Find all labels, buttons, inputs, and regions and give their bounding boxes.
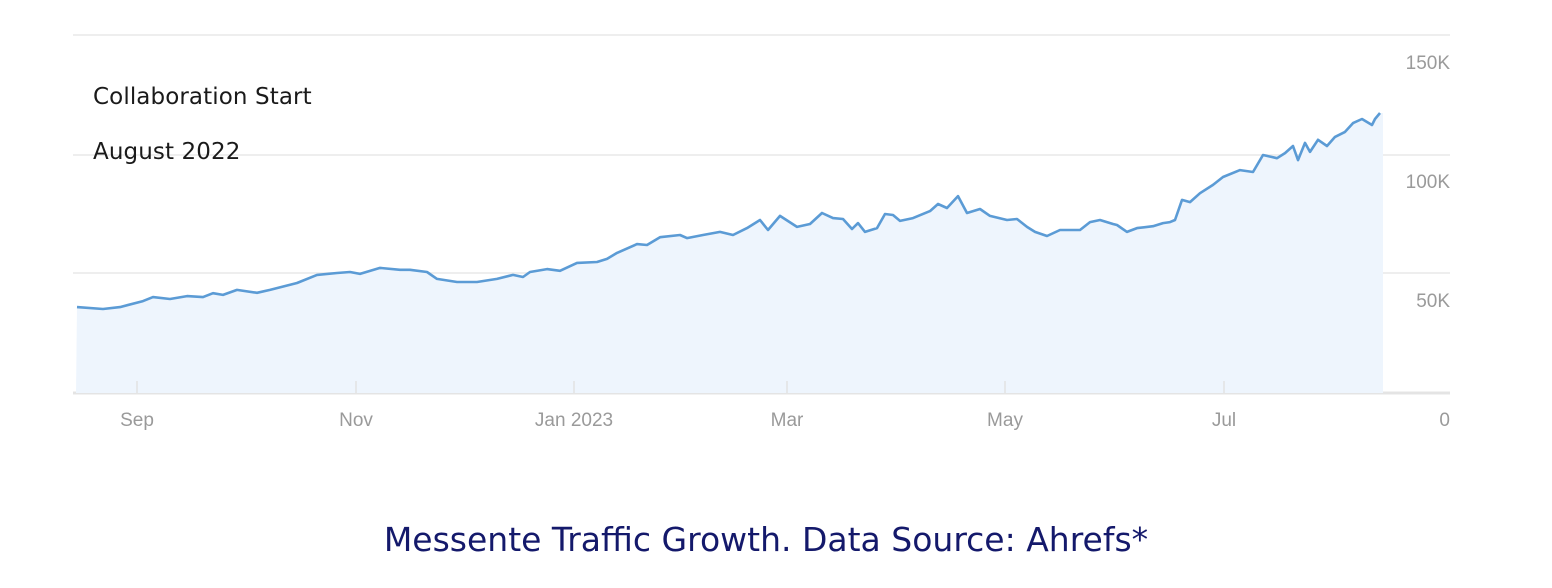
traffic-chart: Sep Nov Jan 2023 Mar May Jul 150K 100K 50K 0 — [73, 34, 1451, 431]
y-tick-label: 150K — [1406, 53, 1451, 74]
y-axis: 150K 100K 50K 0 — [1406, 53, 1451, 431]
x-tick-label: Nov — [339, 410, 373, 431]
y-tick-label: 100K — [1406, 172, 1451, 193]
y-tick-label: 0 — [1439, 410, 1450, 431]
traffic-area-fill — [76, 113, 1383, 393]
x-tick-label: Sep — [120, 410, 154, 431]
x-tick-label: Mar — [771, 410, 804, 431]
annotation-collaboration-start: Collaboration Start — [93, 84, 312, 110]
traffic-line — [76, 112, 1381, 311]
x-tick-label: Jul — [1212, 410, 1236, 431]
x-tick-label: May — [987, 410, 1023, 431]
x-axis: Sep Nov Jan 2023 Mar May Jul — [120, 381, 1236, 431]
y-tick-label: 50K — [1416, 291, 1450, 312]
annotation-date: August 2022 — [93, 139, 241, 165]
chart-caption: Messente Traffic Growth. Data Source: Ah… — [383, 520, 1149, 559]
x-tick-label: Jan 2023 — [535, 410, 613, 431]
